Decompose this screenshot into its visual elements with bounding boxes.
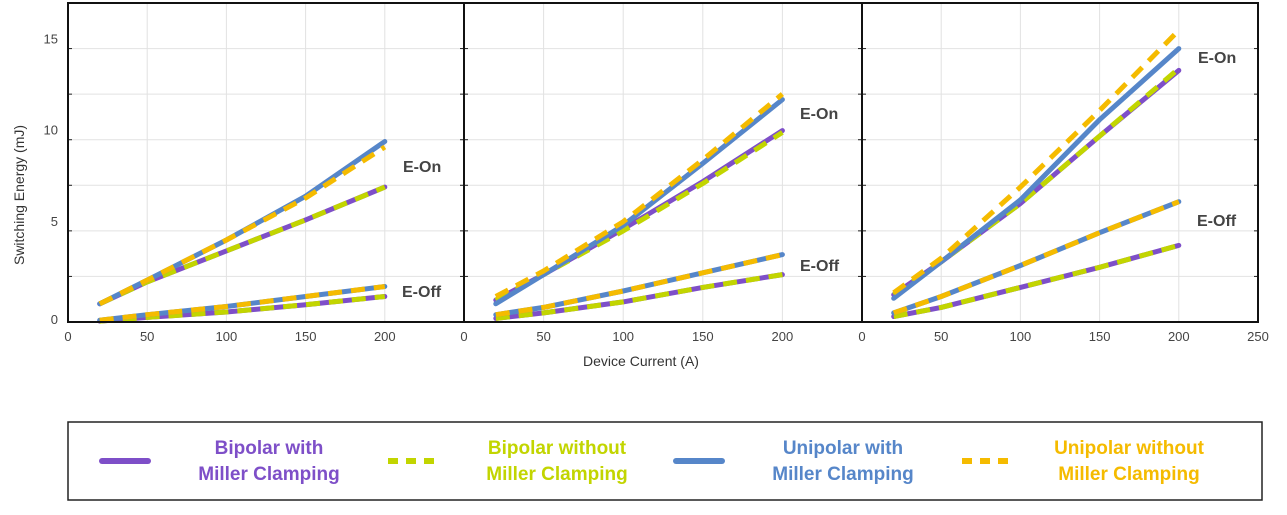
series-line-unipolar-with-miller-clamping-eon <box>97 139 388 307</box>
x-tick-label: 100 <box>1010 329 1032 344</box>
x-tick-label: 100 <box>216 329 238 344</box>
x-tick-label: 150 <box>1089 329 1111 344</box>
annotation-e-on: E-On <box>1198 50 1236 67</box>
annotation-e-off: E-Off <box>1197 213 1237 230</box>
panel-2: 0 50 100 150 200 E-On E-Off <box>460 2 863 344</box>
y-tick-label: 10 <box>44 123 58 138</box>
legend-box <box>67 421 1263 501</box>
x-axis-label: Device Current (A) <box>583 353 699 369</box>
series-line-unipolar-without-miller-clamping-eon <box>892 28 1181 295</box>
series-line-unipolar-without-miller-clamping-eon <box>98 144 387 307</box>
legend: Bipolar with Miller Clamping Bipolar witho… <box>67 421 1263 501</box>
y-tick-label: 0 <box>51 312 58 327</box>
x-tick-label: 150 <box>295 329 317 344</box>
annotation-e-on: E-On <box>800 106 838 123</box>
series-line-unipolar-without-miller-clamping-eon <box>494 92 784 299</box>
series-line-bipolar-without-miller-clamping-eoff <box>893 242 1180 319</box>
series-line-unipolar-with-miller-clamping-eon <box>493 97 785 307</box>
x-tick-label: 200 <box>1168 329 1190 344</box>
series-line-unipolar-without-miller-clamping-eoff <box>892 199 1180 316</box>
x-tick-label: 200 <box>772 329 794 344</box>
x-tick-label: 200 <box>374 329 396 344</box>
series-line-bipolar-without-miller-clamping-eoff <box>495 272 783 321</box>
x-tick-label: 0 <box>460 329 467 344</box>
legend-label-line1: Bipolar without <box>488 438 627 459</box>
y-tick-label: 15 <box>44 32 58 47</box>
x-tick-label: 50 <box>536 329 550 344</box>
x-tick-label: 100 <box>612 329 634 344</box>
legend-label-line1: Bipolar with <box>215 438 324 459</box>
x-tick-label: 0 <box>858 329 865 344</box>
series-line-unipolar-without-miller-clamping-eoff <box>495 252 783 318</box>
series-line-unipolar-with-miller-clamping-eoff <box>493 252 785 318</box>
series-line-unipolar-without-miller-clamping-eoff <box>99 284 386 323</box>
legend-label-line2: Miller Clamping <box>1058 464 1199 485</box>
legend-label-line2: Miller Clamping <box>198 464 339 485</box>
y-axis-label: Switching Energy (mJ) <box>11 125 27 265</box>
panel-1: 0 50 100 150 200 0 5 10 15 E-On E-Off <box>44 2 465 344</box>
x-tick-label: 250 <box>1247 329 1269 344</box>
panel-3: 0 50 100 150 200 250 E-On E-Off <box>858 2 1269 344</box>
series-line-unipolar-with-miller-clamping-eon <box>891 46 1182 301</box>
x-tick-label: 150 <box>692 329 714 344</box>
panel-frame <box>861 2 1259 323</box>
x-tick-label: 50 <box>140 329 154 344</box>
legend-label-line2: Miller Clamping <box>486 464 627 485</box>
annotation-e-off: E-Off <box>800 258 840 275</box>
annotation-e-off: E-Off <box>402 284 442 301</box>
x-tick-label: 50 <box>934 329 948 344</box>
legend-label-line1: Unipolar with <box>783 438 903 459</box>
legend-label-line2: Miller Clamping <box>772 464 913 485</box>
y-tick-label: 5 <box>51 214 58 229</box>
annotation-e-on: E-On <box>403 159 441 176</box>
x-tick-label: 0 <box>64 329 71 344</box>
legend-label-line1: Unipolar without <box>1054 438 1205 459</box>
